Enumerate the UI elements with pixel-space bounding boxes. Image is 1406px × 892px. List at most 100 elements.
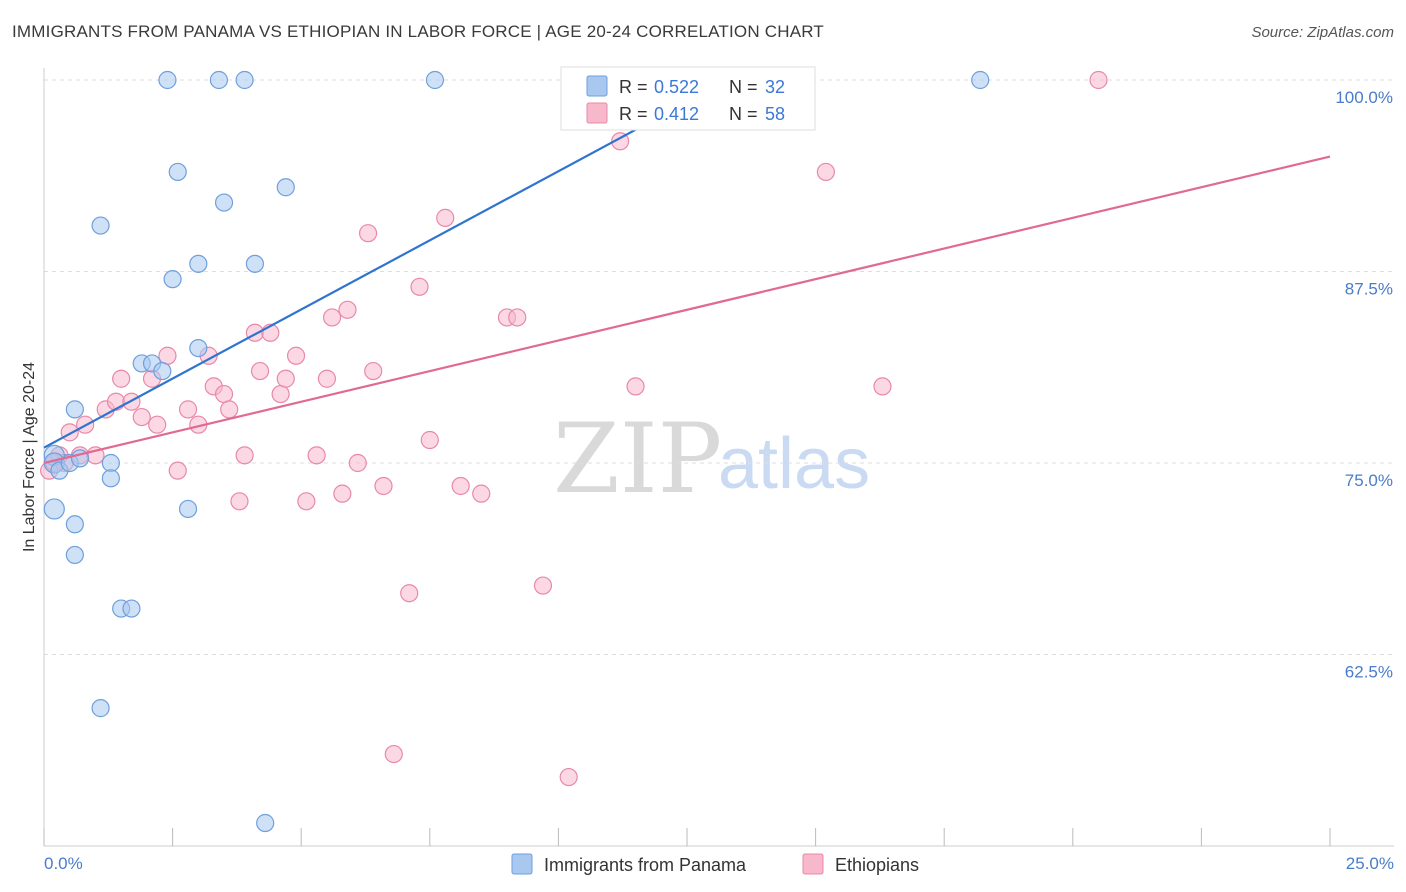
ethiopians-point	[472, 484, 491, 503]
panama-point	[163, 270, 182, 289]
trend-lines	[43, 79, 1331, 465]
ethiopians-point	[508, 308, 527, 327]
ethiopians-point	[132, 407, 151, 427]
ethiopians-point	[400, 584, 419, 603]
legend-n-label-1: N =	[729, 77, 758, 97]
panama-point	[276, 178, 295, 197]
x-tick-label-min: 0.0%	[44, 854, 83, 873]
ethiopians-point	[322, 308, 342, 327]
legend-r-label-2: R =	[619, 104, 648, 124]
panama-point	[153, 361, 172, 381]
ethiopians-point	[611, 132, 630, 151]
panama-point	[158, 70, 177, 90]
ethiopians-point	[235, 446, 254, 465]
panama-point	[256, 813, 275, 833]
series-legend: Immigrants from Panama Ethiopians	[511, 853, 919, 875]
legend-r-label-1: R =	[619, 77, 648, 97]
watermark-zip: ZIP	[553, 403, 722, 515]
ethiopians-point	[286, 346, 306, 365]
y-axis-tick-labels: 62.5% 75.0% 87.5% 100.0%	[1335, 88, 1393, 682]
panama-point	[65, 515, 84, 534]
ethiopians-point	[148, 415, 167, 434]
panama-point	[209, 70, 228, 90]
bottom-legend-label-panama: Immigrants from Panama	[544, 855, 747, 875]
ethiopians-point	[451, 476, 470, 496]
panama-point	[91, 699, 110, 718]
panama-point	[189, 254, 208, 273]
panama-point	[971, 70, 990, 90]
panama-point	[425, 70, 445, 90]
chart-title: IMMIGRANTS FROM PANAMA VS ETHIOPIAN IN L…	[12, 22, 824, 41]
y-tick-label: 87.5%	[1345, 280, 1393, 299]
y-tick-label: 75.0%	[1345, 471, 1393, 490]
ethiopians-point	[338, 300, 357, 319]
ethiopians-point	[158, 346, 177, 365]
ethiopians-point	[374, 476, 393, 496]
legend-r-value-1: 0.522	[654, 77, 699, 97]
panama-point	[101, 469, 120, 488]
ethiopians-point	[307, 446, 326, 465]
legend-swatch-ethiopians	[586, 102, 608, 124]
ethiopians-point	[364, 361, 383, 381]
legend-r-value-2: 0.412	[654, 104, 699, 124]
ethiopians-point	[420, 430, 439, 450]
y-tick-label: 100.0%	[1335, 88, 1393, 107]
bottom-legend-swatch-panama	[511, 853, 533, 875]
ethiopians-point	[348, 453, 367, 473]
ethiopians-point	[276, 369, 295, 388]
ethiopians-point	[106, 392, 126, 411]
legend-n-value-2: 58	[765, 104, 785, 124]
source-label: Source: ZipAtlas.com	[1251, 24, 1394, 41]
correlation-legend: R = 0.522 N = 32 R = 0.412 N = 58	[560, 66, 816, 131]
ethiopians-trend-line	[43, 155, 1331, 465]
panama-point	[168, 162, 187, 182]
ethiopians-point	[220, 400, 239, 419]
ethiopians-point	[384, 744, 403, 764]
ethiopians-point	[873, 377, 892, 396]
ethiopians-point	[333, 484, 352, 503]
panama-point	[43, 498, 65, 520]
ethiopians-point	[533, 576, 553, 595]
grid-lines	[44, 79, 1394, 655]
panama-point	[235, 70, 254, 90]
watermark-atlas: atlas	[718, 424, 870, 504]
panama-point	[91, 216, 110, 235]
legend-n-label-2: N =	[729, 104, 758, 124]
y-axis-label: In Labor Force | Age 20-24	[21, 362, 38, 552]
panama-point	[245, 254, 265, 273]
legend-n-value-1: 32	[765, 77, 785, 97]
panama-point	[65, 545, 84, 565]
panama-point	[122, 599, 141, 618]
panama-trend-line	[43, 79, 729, 449]
bottom-legend-swatch-ethiopians	[802, 853, 824, 875]
legend-swatch-panama	[586, 75, 608, 97]
ethiopians-point	[317, 369, 337, 388]
y-tick-label: 62.5%	[1345, 663, 1393, 682]
ethiopians-point	[271, 384, 290, 404]
ethiopians-point	[230, 492, 249, 511]
ethiopians-point	[1089, 70, 1108, 90]
series-panama-points	[43, 70, 990, 833]
ethiopians-point	[410, 277, 429, 296]
panama-point	[214, 193, 234, 212]
ethiopians-point	[178, 400, 198, 419]
ethiopians-point	[816, 162, 835, 182]
panama-point	[65, 400, 84, 419]
ethiopians-point	[626, 377, 645, 396]
ethiopians-point	[214, 384, 234, 404]
ethiopians-point	[559, 767, 578, 787]
ethiopians-point	[112, 369, 131, 388]
ethiopians-point	[250, 361, 270, 381]
ethiopians-point	[436, 208, 455, 227]
ethiopians-point	[168, 461, 187, 480]
x-tick-label-max: 25.0%	[1346, 854, 1394, 873]
panama-point	[101, 453, 120, 473]
panama-point	[178, 499, 198, 519]
panama-point	[189, 339, 208, 358]
ethiopians-point	[60, 423, 79, 442]
ethiopians-point	[358, 224, 378, 243]
bottom-legend-label-ethiopians: Ethiopians	[835, 855, 919, 875]
x-axis-ticks	[43, 828, 1331, 846]
ethiopians-point	[297, 492, 316, 511]
